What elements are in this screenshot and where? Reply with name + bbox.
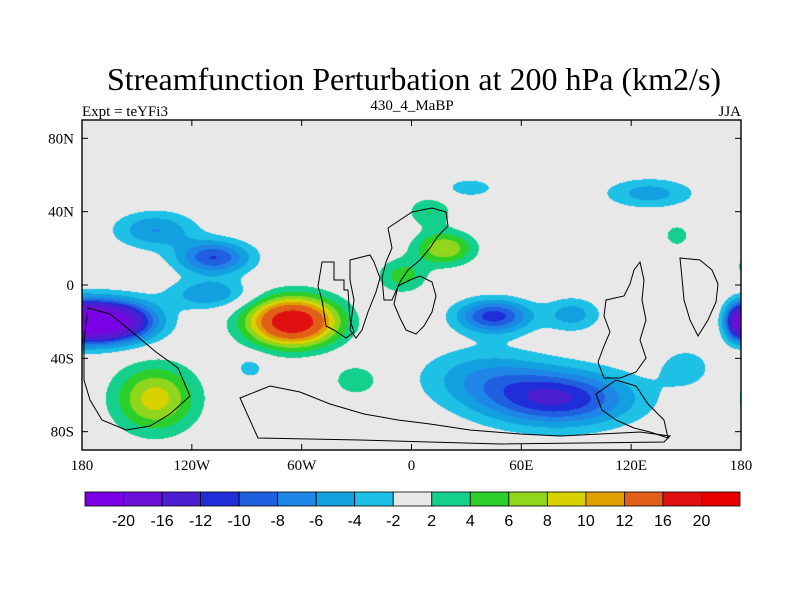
colorbar-label: 20 bbox=[693, 513, 711, 530]
colorbar-label: 6 bbox=[504, 513, 513, 530]
colorbar: -20 -16 -12 -10 -8 -6 -4 -2 2 4 6 8 10 12 16 20 bbox=[84, 491, 741, 530]
x-tick-label: 60E bbox=[509, 458, 533, 474]
colorbar-swatch bbox=[469, 491, 510, 507]
colorbar-swatch bbox=[161, 491, 201, 507]
colorbar-swatch bbox=[315, 491, 356, 507]
colorbar-label: 2 bbox=[427, 513, 436, 530]
y-tick-label: 40S bbox=[51, 351, 74, 367]
colorbar-swatch bbox=[354, 491, 394, 507]
north-america-coast bbox=[349, 254, 381, 339]
colorbar-swatch bbox=[392, 491, 433, 507]
east-coast-2 bbox=[679, 257, 719, 338]
y-tick-label: 40N bbox=[48, 205, 74, 221]
colorbar-label: 8 bbox=[543, 513, 552, 530]
colorbar-label: -8 bbox=[271, 513, 285, 530]
colorbar-swatch bbox=[431, 491, 471, 507]
right-subtitle: JJA bbox=[718, 104, 741, 120]
colorbar-label: -6 bbox=[309, 513, 323, 530]
colorbar-label: 10 bbox=[577, 513, 595, 530]
map-plot-area bbox=[81, 119, 742, 451]
colorbar-label: -16 bbox=[150, 513, 173, 530]
colorbar-swatch bbox=[277, 491, 317, 507]
x-tick-label: 120W bbox=[173, 458, 211, 474]
left-subtitle: Expt = teYFi3 bbox=[82, 104, 168, 120]
chart-title: Streamfunction Perturbation at 200 hPa (… bbox=[107, 61, 721, 97]
colorbar-swatch bbox=[84, 491, 124, 507]
colorbar-swatch bbox=[200, 491, 240, 507]
colorbar-swatch bbox=[662, 491, 702, 507]
coastlines bbox=[83, 207, 719, 445]
colorbar-swatch bbox=[546, 491, 587, 507]
y-tick-label: 80S bbox=[51, 425, 74, 441]
x-tick-label: 60W bbox=[287, 458, 317, 474]
asia-pacific-coast bbox=[597, 260, 647, 379]
colorbar-label: -20 bbox=[112, 513, 135, 530]
streamfunction-field bbox=[82, 120, 741, 450]
africa-coast bbox=[393, 275, 437, 335]
center-subtitle: 430_4_MaBP bbox=[370, 98, 453, 114]
colorbar-label: -4 bbox=[348, 513, 362, 530]
x-tick-label: 180 bbox=[71, 458, 94, 474]
x-tick-label: 120E bbox=[615, 458, 647, 474]
colorbar-swatch bbox=[508, 491, 548, 507]
antarctic-coast bbox=[239, 385, 672, 445]
colorbar-swatch bbox=[238, 491, 279, 507]
y-axis: 80N 40N 0 40S 80S bbox=[48, 131, 741, 441]
colorbar-label: 12 bbox=[616, 513, 634, 530]
x-tick-label: 180 bbox=[730, 458, 753, 474]
colorbar-swatch bbox=[123, 491, 163, 507]
colorbar-swatch bbox=[585, 491, 625, 507]
colorbar-label: 16 bbox=[654, 513, 672, 530]
x-tick-label: 0 bbox=[408, 458, 416, 474]
x-axis: 180 120W 60W 0 60E 120E 180 bbox=[71, 120, 753, 474]
colorbar-label: 4 bbox=[466, 513, 475, 530]
y-tick-label: 80N bbox=[48, 131, 74, 147]
colorbar-label: -12 bbox=[189, 513, 212, 530]
eurasia-coast bbox=[381, 207, 449, 301]
colorbar-label: -2 bbox=[386, 513, 400, 530]
colorbar-label: -10 bbox=[228, 513, 251, 530]
western-south-coast bbox=[83, 307, 191, 431]
south-america-coast bbox=[317, 261, 355, 339]
colorbar-swatch bbox=[701, 491, 741, 507]
y-tick-label: 0 bbox=[67, 278, 75, 294]
colorbar-swatch bbox=[624, 491, 664, 507]
